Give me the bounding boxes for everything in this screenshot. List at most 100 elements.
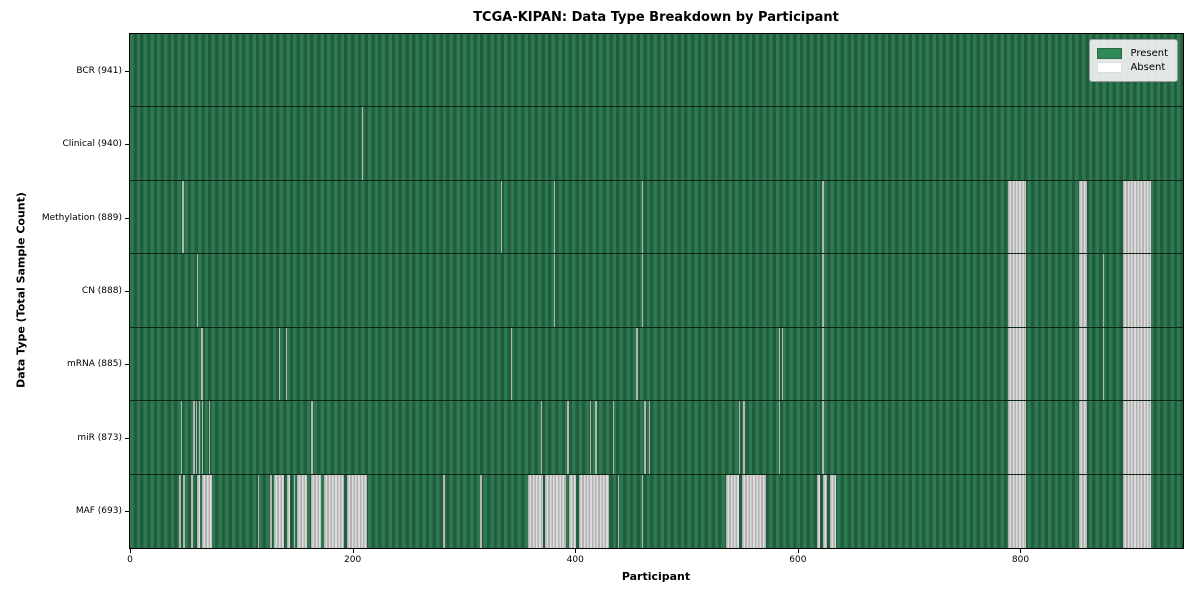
y-tick-label-cn: CN (888) bbox=[81, 286, 122, 296]
x-tick-label: 800 bbox=[1011, 555, 1030, 565]
absent-stripe bbox=[279, 327, 281, 401]
absent-stripe bbox=[738, 401, 741, 474]
absent-stripe bbox=[286, 474, 291, 548]
absent-stripe bbox=[191, 474, 194, 548]
absent-stripe bbox=[642, 180, 644, 254]
chart-title: TCGA-KIPAN: Data Type Breakdown by Parti… bbox=[473, 10, 839, 25]
y-tick-mark bbox=[125, 144, 129, 146]
x-tick-mark bbox=[352, 549, 354, 553]
absent-stripe bbox=[1122, 327, 1151, 401]
legend-swatch-present bbox=[1097, 48, 1123, 59]
absent-stripe bbox=[1008, 401, 1027, 474]
absent-stripe bbox=[198, 401, 201, 474]
absent-stripe bbox=[613, 401, 615, 474]
x-axis-label: Participant bbox=[621, 570, 691, 583]
absent-stripe bbox=[510, 327, 512, 401]
absent-stripe bbox=[1008, 327, 1027, 401]
absent-stripe bbox=[822, 254, 824, 327]
absent-stripe bbox=[642, 474, 644, 548]
heatmap-row-mir bbox=[130, 401, 1183, 475]
absent-stripe bbox=[1079, 327, 1088, 401]
absent-stripe bbox=[311, 474, 322, 548]
y-tick-mark bbox=[125, 217, 129, 219]
absent-stripe bbox=[743, 401, 745, 474]
absent-stripe bbox=[1102, 254, 1105, 327]
absent-stripe bbox=[778, 327, 781, 401]
y-tick-label-mir: miR (873) bbox=[77, 432, 122, 443]
absent-stripe bbox=[1122, 254, 1151, 327]
x-tick-label: 200 bbox=[344, 555, 362, 565]
absent-stripe bbox=[296, 474, 307, 548]
absent-stripe bbox=[293, 474, 295, 548]
heatmap-row-cn bbox=[130, 254, 1183, 328]
x-tick-mark bbox=[130, 549, 131, 553]
absent-stripe bbox=[258, 474, 260, 548]
absent-stripe bbox=[500, 180, 502, 254]
absent-stripe bbox=[347, 474, 368, 548]
absent-stripe bbox=[1122, 474, 1151, 548]
legend-label: Present bbox=[1130, 48, 1168, 59]
absent-stripe bbox=[1079, 474, 1088, 548]
legend-label: Absent bbox=[1130, 62, 1166, 73]
x-tick-label: 0 bbox=[127, 555, 133, 565]
absent-stripe bbox=[822, 401, 824, 474]
y-tick-mark bbox=[125, 511, 129, 513]
absent-stripe bbox=[823, 474, 827, 548]
absent-stripe bbox=[545, 474, 567, 548]
y-tick-label-mrna: mRNA (885) bbox=[67, 359, 122, 370]
absent-stripe bbox=[196, 474, 201, 548]
absent-stripe bbox=[479, 474, 482, 548]
absent-stripe bbox=[578, 474, 609, 548]
absent-stripe bbox=[182, 180, 184, 254]
x-tick-label: 600 bbox=[789, 555, 807, 565]
y-tick-mark bbox=[125, 437, 129, 439]
y-tick-label-clinical: Clinical (940) bbox=[62, 139, 122, 150]
y-tick-mark bbox=[125, 291, 129, 292]
absent-stripe bbox=[554, 180, 556, 254]
absent-stripe bbox=[644, 401, 646, 474]
absent-stripe bbox=[1102, 327, 1105, 401]
legend-item-absent: Absent bbox=[1097, 62, 1168, 73]
y-tick-label-maf: MAF (693) bbox=[75, 506, 122, 517]
absent-stripe bbox=[595, 401, 597, 474]
absent-stripe bbox=[540, 401, 543, 474]
absent-stripe bbox=[636, 327, 638, 401]
absent-stripe bbox=[589, 401, 592, 474]
absent-stripe bbox=[311, 401, 313, 474]
absent-stripe bbox=[1122, 401, 1151, 474]
absent-stripe bbox=[270, 474, 272, 548]
absent-stripe bbox=[1079, 254, 1088, 327]
absent-stripe bbox=[178, 474, 182, 548]
absent-stripe bbox=[1122, 180, 1151, 254]
absent-stripe bbox=[568, 474, 577, 548]
absent-stripe bbox=[1008, 254, 1027, 327]
x-tick-mark bbox=[797, 549, 799, 553]
absent-stripe bbox=[209, 401, 211, 474]
absent-stripe bbox=[742, 474, 766, 548]
absent-stripe bbox=[617, 474, 619, 548]
absent-stripe bbox=[822, 327, 824, 401]
absent-stripe bbox=[822, 180, 824, 254]
absent-stripe bbox=[1079, 401, 1088, 474]
absent-stripe bbox=[648, 401, 651, 474]
absent-stripe bbox=[361, 107, 363, 180]
heatmap-row-clinical bbox=[130, 107, 1183, 181]
absent-stripe bbox=[1008, 474, 1027, 548]
plot-area: Present Absent bbox=[129, 33, 1184, 549]
legend-swatch-absent bbox=[1097, 62, 1123, 73]
absent-stripe bbox=[1079, 180, 1088, 254]
heatmap-row-bcr bbox=[130, 34, 1183, 108]
heatmap-row-maf bbox=[130, 474, 1183, 548]
absent-stripe bbox=[201, 401, 204, 474]
y-tick-mark bbox=[125, 364, 129, 366]
legend-item-present: Present bbox=[1097, 48, 1168, 59]
x-tick-mark bbox=[575, 549, 577, 553]
absent-stripe bbox=[201, 327, 203, 401]
absent-stripe bbox=[442, 474, 445, 548]
absent-stripe bbox=[725, 474, 739, 548]
absent-stripe bbox=[778, 401, 781, 474]
absent-stripe bbox=[323, 474, 344, 548]
absent-stripe bbox=[196, 254, 199, 327]
absent-stripe bbox=[781, 327, 784, 401]
